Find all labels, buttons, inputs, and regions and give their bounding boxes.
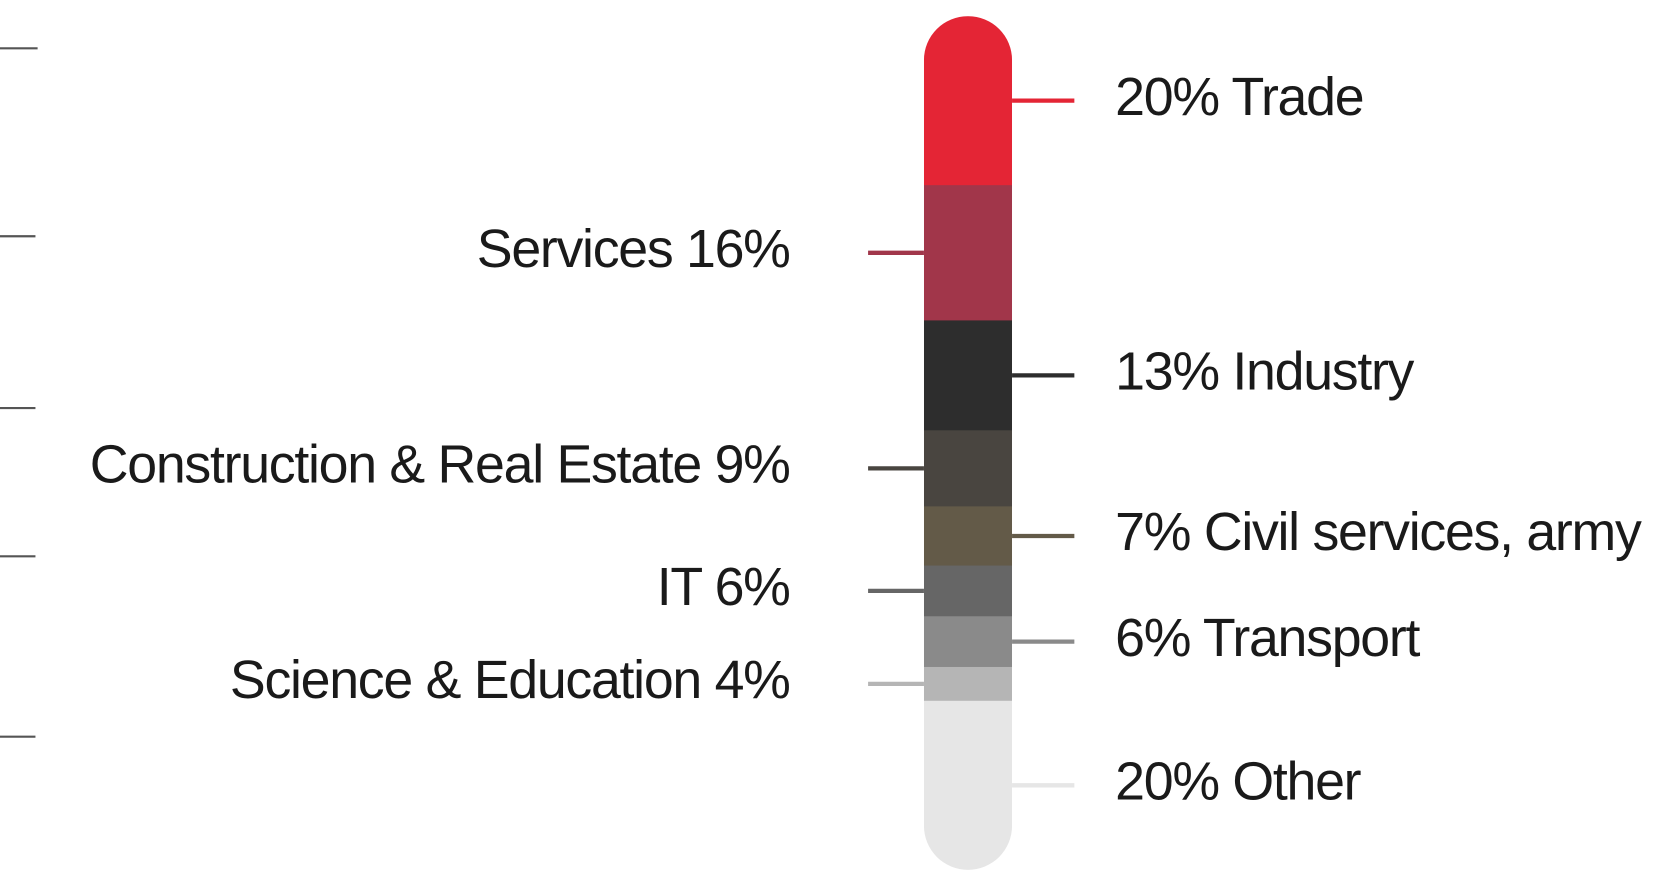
segment-label: Construction & Real Estate 9% (90, 435, 790, 495)
bar-segment (923, 565, 1013, 617)
segment-label: 13% Industry (1115, 342, 1414, 402)
bar-segment (923, 16, 1013, 186)
segment-label: 20% Trade (1115, 67, 1363, 127)
segment-label: 7% Civil services, army (1115, 502, 1642, 562)
bar-segment (923, 320, 1013, 431)
bar-segment (923, 616, 1013, 668)
bar-segment (923, 185, 1013, 321)
bar-stack (923, 16, 1013, 870)
segment-label: 6% Transport (1115, 608, 1420, 668)
bar-segment (923, 666, 1013, 702)
segment-label: Services 16% (477, 219, 790, 279)
segment-label: 20% Other (1115, 752, 1361, 812)
side-decorations (0, 47, 38, 738)
segment-label: Science & Education 4% (230, 650, 790, 710)
bar-segment (923, 700, 1013, 870)
bar-segment (923, 506, 1013, 567)
segment-label: IT 6% (657, 557, 790, 617)
bar-segment (923, 430, 1013, 507)
